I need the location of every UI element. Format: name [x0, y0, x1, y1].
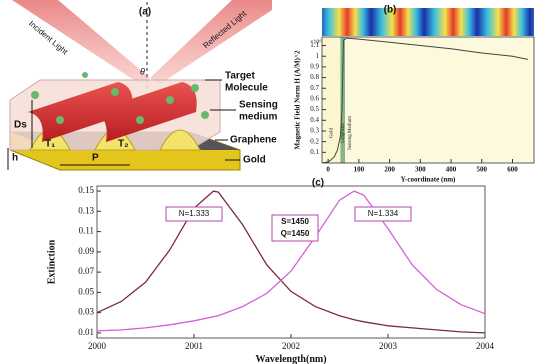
graphene-cylinders — [28, 82, 197, 142]
legend-entry: N=1.333 — [179, 209, 210, 218]
x-tick-label: 600 — [507, 166, 518, 174]
y-tick-label: 1 — [316, 52, 320, 60]
series-line — [96, 190, 486, 332]
graphene-label: Graphene — [230, 135, 277, 146]
x-tick-label: 100 — [354, 166, 365, 174]
y-tick-label: 1.1 — [310, 41, 319, 49]
region-label: Sensing Medium — [348, 116, 353, 150]
x-tick-label: 300 — [415, 166, 426, 174]
panel-label: (c) — [312, 178, 324, 189]
y-tick-label: 0.05 — [78, 286, 94, 296]
angle-label: θ — [140, 66, 145, 76]
x-tick-label: 200 — [384, 166, 395, 174]
y-tick-label: 0.4 — [310, 116, 319, 124]
legend-box — [165, 206, 223, 222]
incident-beam — [12, 0, 150, 84]
region — [345, 37, 534, 163]
y-axis-label: Magnetic Field Norm H (A/M)^2 — [294, 50, 302, 149]
annotation: S=1450 — [281, 217, 309, 226]
region-label: Gold — [329, 128, 334, 139]
y-tick-label: 0.9 — [310, 63, 319, 71]
y-tick-label: 0.11 — [79, 226, 94, 236]
x-tick-label: 2004 — [476, 341, 495, 351]
region — [340, 37, 346, 163]
y-tick-label: 0.01 — [78, 327, 94, 337]
region — [322, 37, 341, 163]
field-map — [322, 8, 534, 36]
legend-box — [354, 206, 412, 222]
region-label: Graphene — [341, 123, 346, 143]
x-tick-label: 2003 — [379, 341, 398, 351]
y-tick-label: 0.5 — [310, 105, 319, 113]
x-tick-label: 2001 — [185, 341, 203, 351]
x-tick-label: 2000 — [88, 341, 107, 351]
h-label: h — [12, 153, 18, 164]
y-tick-label: 0.3 — [310, 127, 319, 135]
sensing-label: medium — [239, 112, 277, 123]
p-label: P — [92, 153, 99, 164]
molecules — [31, 72, 209, 124]
y-tick-label: 0.6 — [310, 95, 319, 103]
x-tick-label: 500 — [477, 166, 488, 174]
y-scale-label: ×10⁶ — [310, 39, 321, 45]
y-tick-label: 0.2 — [310, 137, 319, 145]
x-tick-label: 2002 — [282, 341, 300, 351]
panel-label: (a) — [139, 7, 151, 18]
y-tick-label: 0.09 — [78, 246, 94, 256]
panel-a — [7, 0, 272, 171]
arrows — [7, 79, 240, 170]
annotation-box — [271, 214, 319, 242]
target-label: Target — [225, 71, 255, 82]
x-tick-label: 400 — [446, 166, 457, 174]
y-tick-label: 0.07 — [78, 266, 94, 276]
ds-label: Ds — [14, 120, 27, 131]
y-tick-label: 0.7 — [310, 84, 319, 92]
x-axis-label: Y-coordinate (nm) — [401, 175, 456, 183]
series-line — [96, 190, 486, 334]
plot-frame — [321, 36, 535, 164]
y-tick-label: 0.15 — [78, 185, 94, 195]
y-tick-label: 0.13 — [78, 205, 94, 215]
x-tick-label: 0 — [326, 166, 330, 174]
annotation: Q=1450 — [281, 229, 310, 238]
x-axis-label: Wavelength(nm) — [255, 354, 326, 364]
t1-label: T₁ — [45, 139, 55, 150]
sensing-label: Sensing — [239, 100, 278, 111]
y-axis-label: Extinction — [46, 239, 57, 284]
reflected-beam — [150, 0, 272, 84]
gold-label: Gold — [243, 155, 266, 166]
panel-label: (b) — [384, 5, 397, 16]
t2-label: T₂ — [118, 139, 129, 150]
legend-entry: N=1.334 — [368, 209, 399, 218]
y-tick-label: 0.8 — [310, 73, 319, 81]
series-line — [321, 37, 529, 164]
y-tick-label: 0.03 — [78, 307, 94, 317]
plot-frame — [96, 185, 486, 339]
target-label: Molecule — [225, 83, 268, 94]
y-tick-label: 0.1 — [310, 148, 319, 156]
